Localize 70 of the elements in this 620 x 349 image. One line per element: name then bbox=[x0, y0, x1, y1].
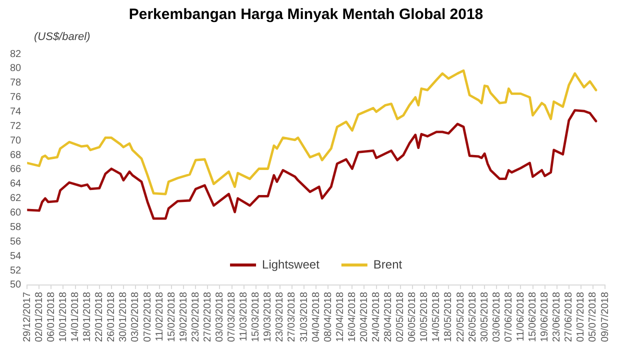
y-tick-label: 72 bbox=[10, 120, 22, 132]
x-tick-label: 15/03/2018 bbox=[250, 292, 262, 342]
x-tick-label: 31/03/2018 bbox=[298, 292, 310, 342]
y-tick-label: 62 bbox=[10, 193, 22, 204]
x-tick-label: 08/04/2018 bbox=[322, 292, 334, 342]
x-tick-label: 03/03/2018 bbox=[214, 292, 226, 342]
x-tick-label: 26/05/2018 bbox=[467, 292, 478, 342]
legend-label: Brent bbox=[373, 257, 403, 272]
x-tick-label: 11/06/2018 bbox=[515, 292, 526, 342]
y-tick-label: 64 bbox=[10, 178, 22, 190]
x-tick-label: 15/02/2018 bbox=[166, 292, 178, 342]
x-tick-label: 01/07/2018 bbox=[576, 292, 587, 342]
x-tick-label: 07/02/2018 bbox=[142, 292, 154, 342]
x-tick-label: 02/05/2018 bbox=[395, 292, 406, 342]
y-tick-label: 50 bbox=[10, 280, 22, 291]
y-tick-label: 60 bbox=[10, 208, 22, 219]
x-tick-label: 23/03/2018 bbox=[274, 292, 286, 342]
x-tick-label: 18/05/2018 bbox=[443, 292, 454, 342]
y-axis-title: (US$/barel) bbox=[34, 31, 91, 44]
y-tick-label: 76 bbox=[10, 92, 22, 104]
x-tick-label: 30/01/2018 bbox=[118, 292, 130, 342]
x-tick-label: 14/05/2018 bbox=[431, 292, 442, 342]
x-tick-label: 27/03/2018 bbox=[286, 292, 298, 342]
x-tick-label: 30/05/2018 bbox=[479, 292, 490, 342]
x-tick-label: 11/03/2018 bbox=[238, 292, 250, 342]
x-tick-label: 19/03/2018 bbox=[262, 292, 274, 342]
x-tick-label: 28/04/2018 bbox=[383, 292, 394, 342]
x-tick-label: 14/01/2018 bbox=[70, 292, 82, 342]
y-tick-label: 78 bbox=[10, 78, 22, 89]
x-tick-label: 29/12/2017 bbox=[22, 292, 33, 342]
x-tick-label: 19/02/2018 bbox=[178, 292, 190, 342]
y-tick-label: 82 bbox=[10, 48, 22, 60]
x-tick-label: 06/01/2018 bbox=[46, 292, 57, 342]
y-tick-label: 54 bbox=[10, 250, 22, 262]
y-tick-label: 66 bbox=[10, 164, 22, 176]
y-tick-label: 68 bbox=[10, 150, 22, 161]
x-tick-label: 23/06/2018 bbox=[552, 292, 563, 342]
x-tick-label: 19/06/2018 bbox=[540, 292, 551, 342]
x-tick-label: 05/07/2018 bbox=[588, 292, 599, 342]
x-tick-label: 20/04/2018 bbox=[358, 292, 370, 342]
x-tick-label: 02/01/2018 bbox=[34, 292, 45, 342]
x-tick-label: 06/05/2018 bbox=[407, 292, 418, 342]
x-tick-label: 23/02/2018 bbox=[190, 292, 202, 342]
x-tick-label: 22/05/2018 bbox=[455, 292, 466, 342]
x-tick-label: 10/01/2018 bbox=[58, 292, 69, 342]
x-tick-label: 26/01/2018 bbox=[106, 292, 118, 342]
y-tick-label: 58 bbox=[10, 222, 22, 233]
x-tick-label: 11/02/2018 bbox=[154, 292, 166, 342]
x-tick-label: 18/01/2018 bbox=[82, 292, 94, 342]
y-tick-label: 80 bbox=[10, 63, 22, 74]
x-tick-label: 27/02/2018 bbox=[202, 292, 214, 342]
x-tick-label: 22/01/2018 bbox=[94, 292, 106, 342]
x-tick-label: 24/04/2018 bbox=[371, 292, 382, 342]
y-tick-label: 56 bbox=[10, 236, 22, 248]
y-tick-label: 52 bbox=[10, 265, 22, 276]
x-tick-label: 04/04/2018 bbox=[310, 292, 322, 342]
y-tick-label: 70 bbox=[10, 135, 22, 146]
y-tick-label: 74 bbox=[10, 106, 22, 118]
legend-label: Lightsweet bbox=[262, 257, 320, 272]
x-tick-label: 12/04/2018 bbox=[334, 292, 346, 342]
x-tick-label: 07/03/2018 bbox=[226, 292, 238, 342]
x-tick-label: 03/02/2018 bbox=[130, 292, 142, 342]
x-tick-label: 16/04/2018 bbox=[346, 292, 358, 342]
chart-title: Perkembangan Harga Minyak Mentah Global 2018 bbox=[128, 6, 484, 24]
x-tick-label: 27/06/2018 bbox=[564, 292, 575, 342]
x-tick-label: 09/07/2018 bbox=[600, 292, 611, 342]
x-tick-label: 15/06/2018 bbox=[528, 292, 539, 342]
x-tick-label: 07/06/2018 bbox=[503, 292, 514, 342]
x-tick-label: 10/05/2018 bbox=[419, 292, 430, 342]
x-tick-label: 03/06/2018 bbox=[491, 292, 502, 342]
